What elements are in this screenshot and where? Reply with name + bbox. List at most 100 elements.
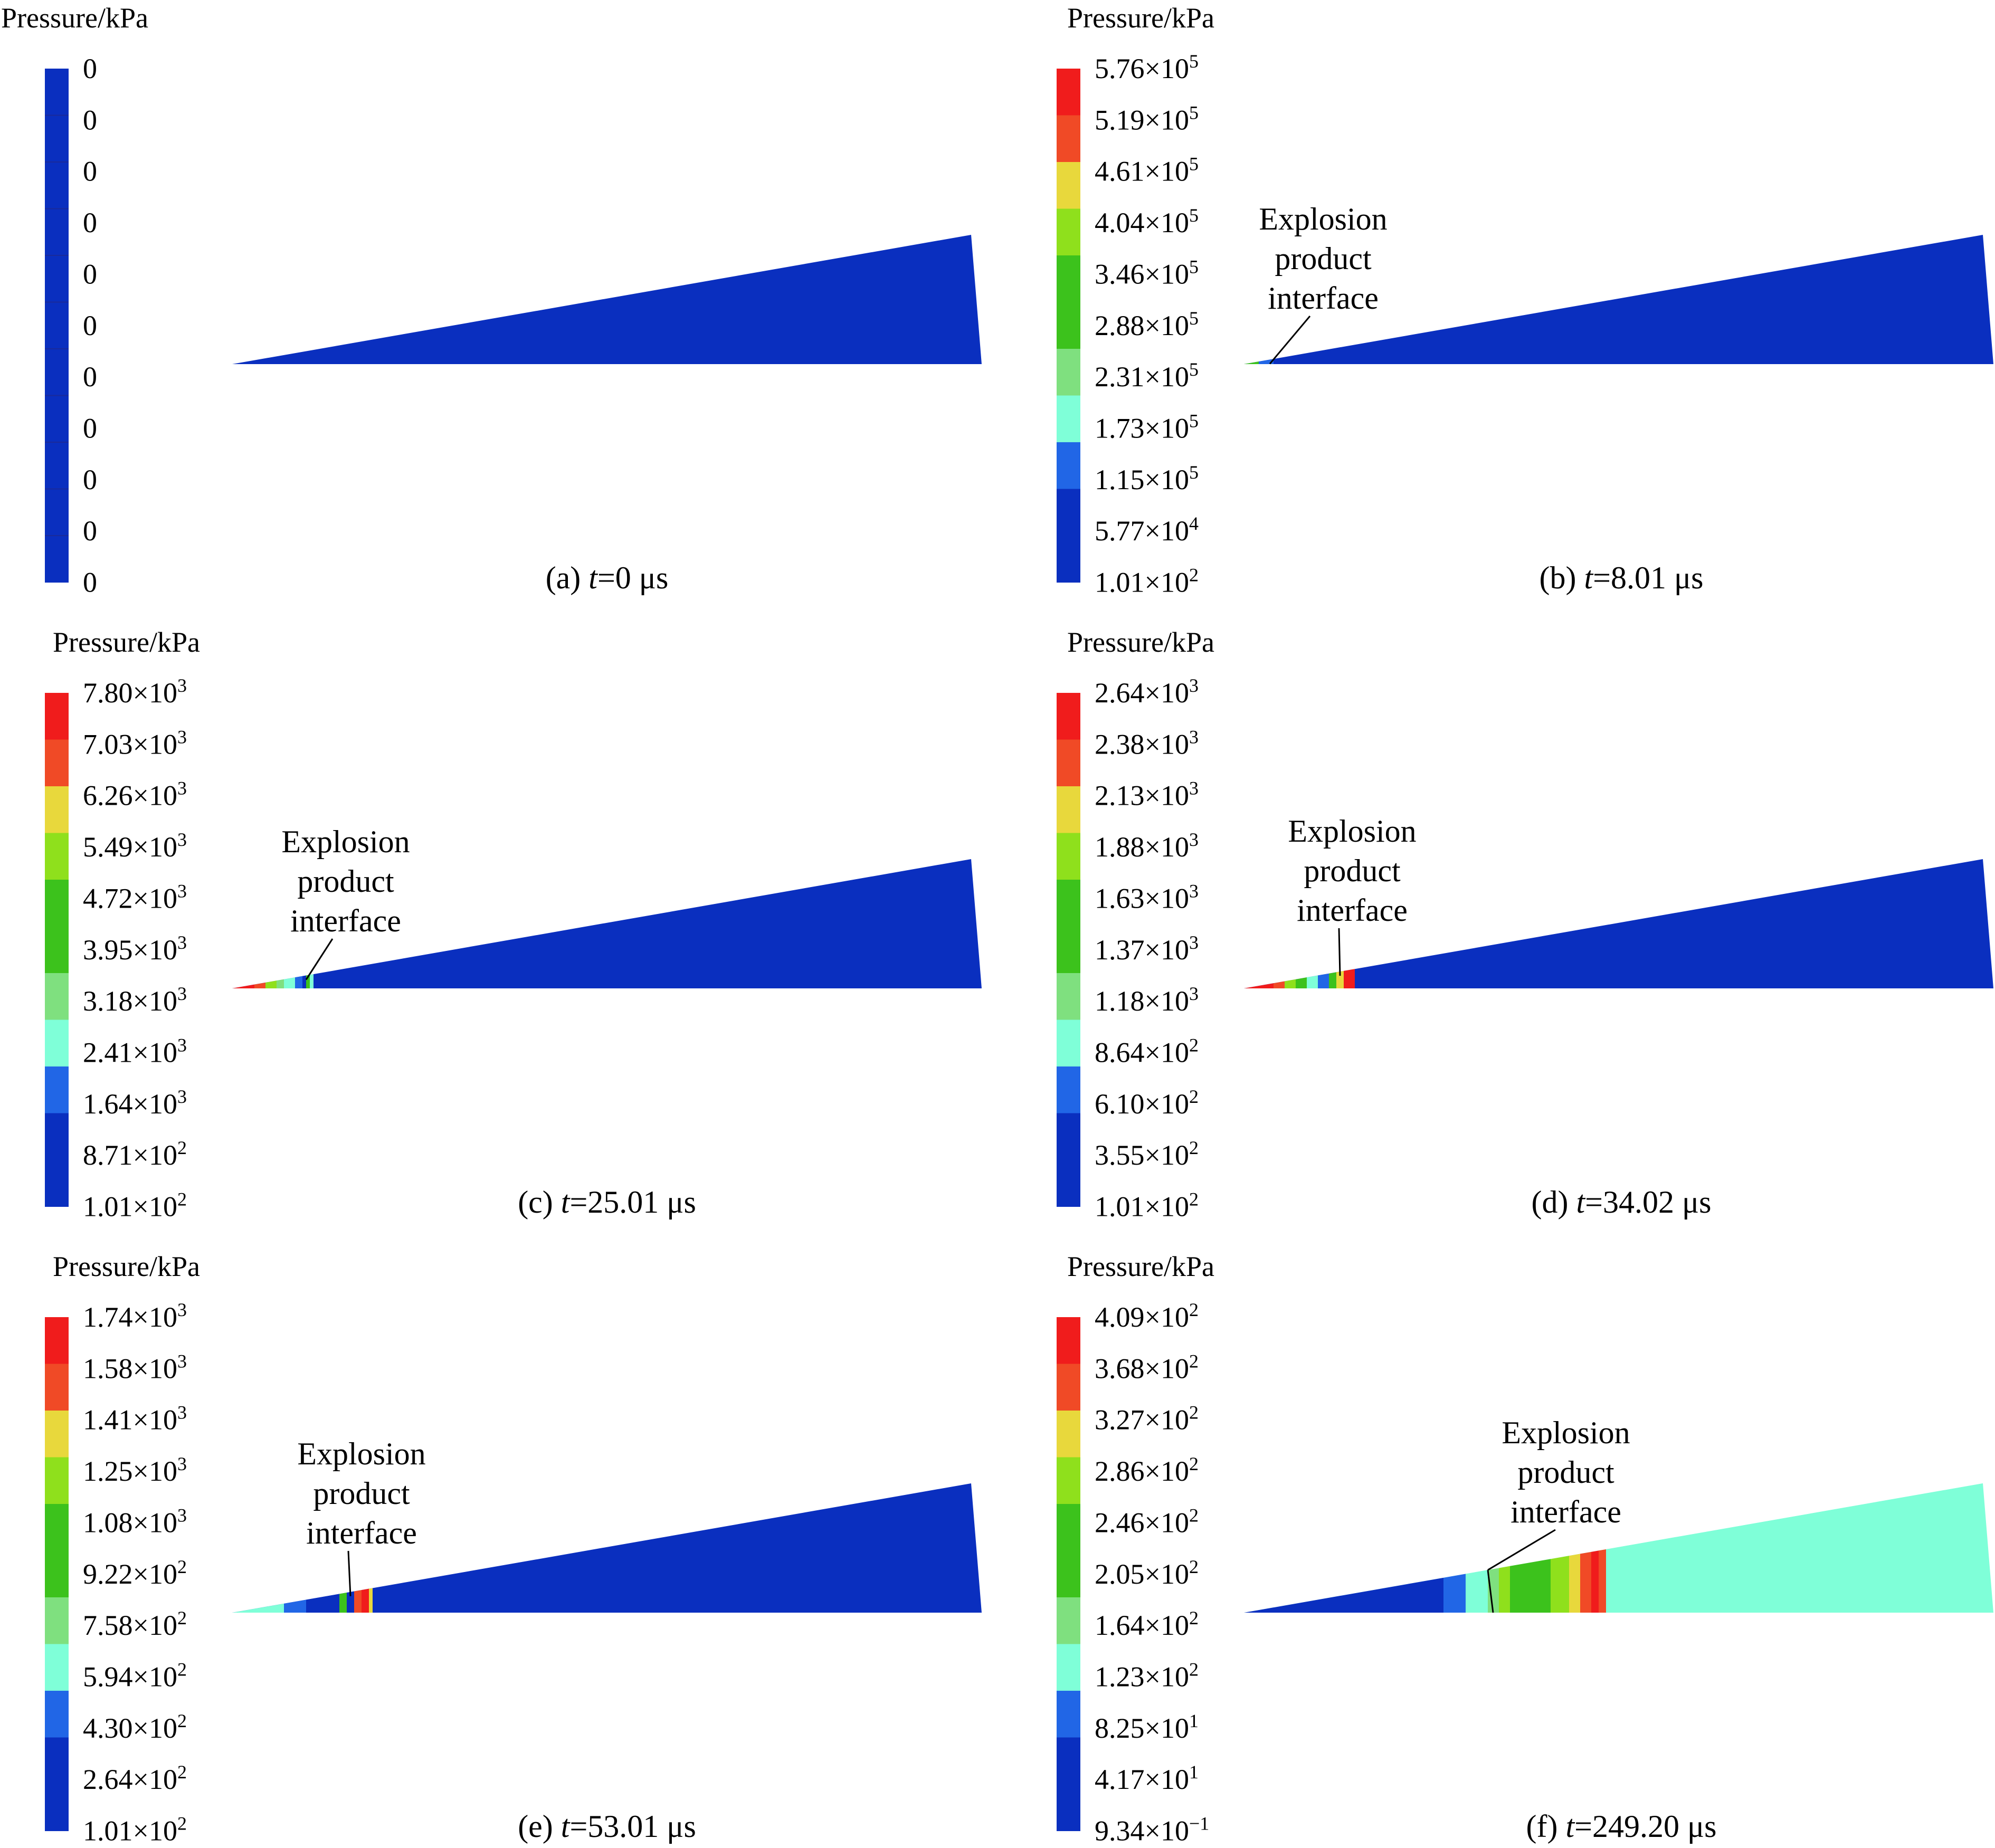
colorbar-tick-label: 4.09×102 bbox=[1095, 1299, 1199, 1333]
pressure-band bbox=[1344, 969, 1355, 988]
colorbar-tick-label: 6.26×103 bbox=[83, 778, 187, 812]
colorbar-tick-label: 2.64×103 bbox=[1095, 675, 1199, 709]
colorbar-tick-label: 3.68×102 bbox=[1095, 1350, 1199, 1384]
tick-mantissa: 2.13×10 bbox=[1095, 780, 1189, 812]
tick-exponent: 3 bbox=[1189, 675, 1199, 696]
pressure-band bbox=[1591, 1550, 1599, 1613]
tick-mantissa: 3.27×10 bbox=[1095, 1404, 1189, 1436]
colorbar-tick-label: 1.88×103 bbox=[1095, 829, 1199, 863]
tick-exponent: 2 bbox=[1189, 1402, 1199, 1423]
pressure-band bbox=[339, 1593, 347, 1613]
colorbar-tick-label: 0 bbox=[83, 567, 97, 598]
tick-mantissa: 0 bbox=[83, 156, 97, 187]
pressure-band bbox=[369, 1588, 373, 1613]
colorbar-tick-label: 2.86×102 bbox=[1095, 1453, 1199, 1487]
tick-mantissa: 1.01×10 bbox=[83, 1191, 177, 1223]
caption-prefix: (d) bbox=[1532, 1185, 1576, 1220]
pressure-band bbox=[295, 976, 302, 988]
colorbar-tick-label: 4.72×103 bbox=[83, 880, 187, 914]
colorbar-segment bbox=[45, 739, 69, 787]
annotation-line: interface bbox=[306, 1516, 417, 1550]
tick-mantissa: 2.46×10 bbox=[1095, 1507, 1189, 1538]
colorbar-segment bbox=[45, 1066, 69, 1113]
colorbar-tick-label: 4.04×105 bbox=[1095, 205, 1199, 239]
colorbar-tick-label: 1.58×103 bbox=[83, 1350, 187, 1384]
pressure-band bbox=[1285, 979, 1296, 988]
colorbar-tick-label: 4.30×102 bbox=[83, 1710, 187, 1744]
tick-mantissa: 4.09×10 bbox=[1095, 1301, 1189, 1333]
pressure-band bbox=[306, 1594, 339, 1613]
tick-mantissa: 8.25×10 bbox=[1095, 1712, 1189, 1744]
pressure-band bbox=[1606, 1483, 1983, 1613]
colorbar-tick-label: 1.23×102 bbox=[1095, 1659, 1199, 1692]
colorbar-tick-label: 3.95×103 bbox=[83, 932, 187, 966]
colorbar-segment bbox=[45, 1504, 69, 1551]
pressure-band bbox=[232, 984, 254, 988]
tick-mantissa: 5.76×10 bbox=[1095, 53, 1189, 84]
tick-mantissa: 7.03×10 bbox=[83, 728, 177, 760]
colorbar-segment bbox=[45, 536, 69, 583]
colorbar-segment bbox=[45, 115, 69, 163]
colorbar-segment bbox=[45, 349, 69, 396]
domain-wedge bbox=[1244, 859, 1993, 988]
colorbar-segment bbox=[1057, 1411, 1080, 1458]
tick-mantissa: 1.18×10 bbox=[1095, 985, 1189, 1017]
tick-exponent: 3 bbox=[177, 1299, 187, 1320]
pressure-band bbox=[1244, 361, 1259, 364]
colorbar bbox=[1057, 1317, 1080, 1831]
panel-caption: (e) t=53.01 μs bbox=[518, 1809, 696, 1844]
tick-exponent: 2 bbox=[1189, 1504, 1199, 1526]
tick-mantissa: 2.88×10 bbox=[1095, 310, 1189, 341]
tick-mantissa: 4.72×10 bbox=[83, 882, 177, 914]
colorbar-segment bbox=[45, 1550, 69, 1598]
caption-value: =0 μs bbox=[597, 560, 668, 595]
colorbar-segment bbox=[45, 442, 69, 489]
pressure-band bbox=[1551, 1556, 1569, 1613]
legend-title: Pressure/kPa bbox=[1, 2, 148, 34]
tick-exponent: 3 bbox=[177, 983, 187, 1004]
caption-prefix: (c) bbox=[518, 1185, 561, 1220]
pressure-field bbox=[1244, 859, 1993, 988]
caption-prefix: (e) bbox=[518, 1809, 561, 1844]
colorbar-segment bbox=[45, 833, 69, 880]
tick-mantissa: 1.64×10 bbox=[1095, 1609, 1189, 1641]
panel-caption: (b) t=8.01 μs bbox=[1540, 560, 1704, 595]
tick-mantissa: 5.94×10 bbox=[83, 1661, 177, 1692]
pressure-band bbox=[1443, 1574, 1466, 1613]
tick-exponent: 3 bbox=[1189, 726, 1199, 747]
tick-mantissa: 0 bbox=[83, 310, 97, 341]
colorbar-segment bbox=[45, 395, 69, 443]
tick-mantissa: 1.01×10 bbox=[1095, 1191, 1189, 1223]
pressure-band bbox=[1569, 1554, 1580, 1613]
tick-mantissa: 0 bbox=[83, 515, 97, 547]
annotation-line: Explosion bbox=[297, 1436, 425, 1471]
colorbar-tick-label: 5.49×103 bbox=[83, 829, 187, 863]
annotation-line: interface bbox=[290, 903, 401, 938]
tick-mantissa: 4.04×10 bbox=[1095, 207, 1189, 239]
pressure-band bbox=[1580, 1551, 1591, 1613]
domain-wedge bbox=[1244, 1483, 1993, 1613]
pressure-field bbox=[232, 235, 982, 364]
colorbar-tick-label: 0 bbox=[83, 207, 97, 239]
pressure-field bbox=[232, 859, 982, 988]
annotation-line: Explosion bbox=[1259, 202, 1387, 236]
tick-mantissa: 1.15×10 bbox=[1095, 464, 1189, 496]
colorbar-segment bbox=[45, 1364, 69, 1411]
colorbar-tick-label: 1.73×105 bbox=[1095, 410, 1199, 444]
colorbar-tick-label: 7.80×103 bbox=[83, 675, 187, 709]
legend-title: Pressure/kPa bbox=[1067, 626, 1214, 658]
colorbar-segment bbox=[1057, 1644, 1080, 1691]
colorbar-segment bbox=[1057, 1113, 1080, 1160]
panel-c: Pressure/kPa7.80×1037.03×1036.26×1035.49… bbox=[45, 626, 982, 1223]
caption-value: =249.20 μs bbox=[1574, 1809, 1716, 1844]
tick-exponent: 3 bbox=[177, 1086, 187, 1107]
annotation-line: Explosion bbox=[1288, 814, 1416, 849]
tick-mantissa: 3.46×10 bbox=[1095, 258, 1189, 290]
tick-mantissa: 9.34×10 bbox=[1095, 1815, 1189, 1847]
tick-mantissa: 0 bbox=[83, 104, 97, 136]
colorbar-segment bbox=[45, 1160, 69, 1207]
tick-exponent: 5 bbox=[1189, 462, 1199, 483]
colorbar-tick-label: 1.01×102 bbox=[83, 1189, 187, 1223]
annotation-line: product bbox=[313, 1476, 410, 1511]
colorbar-segment bbox=[45, 162, 69, 209]
